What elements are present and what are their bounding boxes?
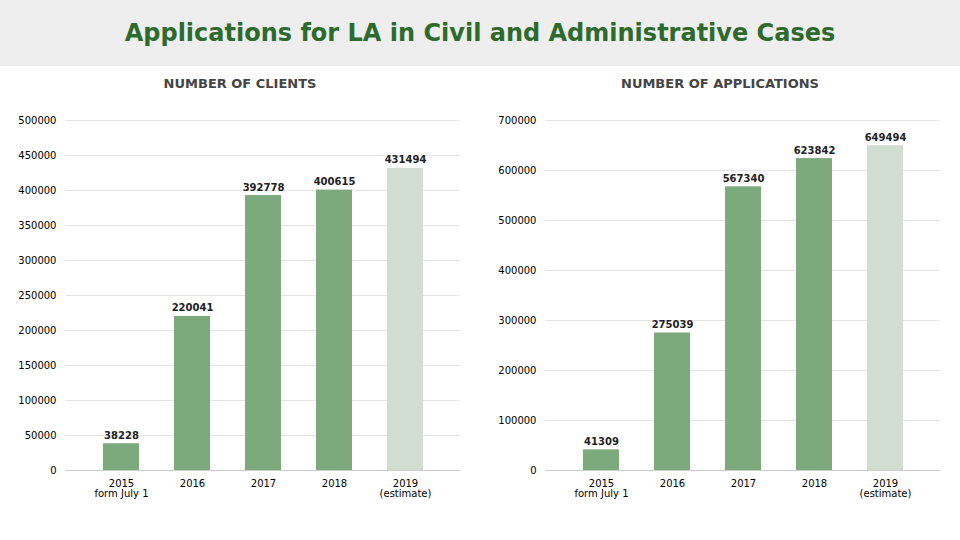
svg-text:350000: 350000 [18,220,56,231]
svg-text:600000: 600000 [498,165,536,176]
svg-text:100000: 100000 [18,395,56,406]
svg-text:220041: 220041 [172,302,214,313]
html-text:Applications for LA in Civil a: Applications for LA in Civil and Adminis… [124,19,836,47]
svg-text:2016: 2016 [180,478,205,489]
html-text:NUMBER OF CLIENTS: NUMBER OF CLIENTS [163,76,317,91]
svg-text:38228: 38228 [104,430,139,441]
svg-text:100000: 100000 [498,415,536,426]
svg-text:150000: 150000 [18,360,56,371]
svg-text:450000: 450000 [18,150,56,161]
svg-text:300000: 300000 [498,315,536,326]
svg-text:400000: 400000 [18,185,56,196]
svg-text:0: 0 [530,465,536,476]
svg-text:2019(estimate): 2019(estimate) [380,478,432,499]
svg-text:2015form July 1: 2015form July 1 [94,478,148,499]
svg-text:2018: 2018 [802,478,827,489]
svg-text:0: 0 [50,465,56,476]
svg-text:50000: 50000 [25,430,57,441]
svg-text:400000: 400000 [498,265,536,276]
svg-text:2018: 2018 [322,478,347,489]
svg-text:2019(estimate): 2019(estimate) [860,478,912,499]
svg-text:431494: 431494 [385,154,427,165]
svg-text:623842: 623842 [794,145,836,156]
svg-text:200000: 200000 [498,365,536,376]
svg-text:500000: 500000 [498,215,536,226]
html-text:NUMBER OF APPLICATIONS: NUMBER OF APPLICATIONS [621,76,819,91]
svg-text:2015form July 1: 2015form July 1 [574,478,628,499]
svg-text:567340: 567340 [723,173,765,184]
svg-text:2016: 2016 [660,478,685,489]
svg-text:500000: 500000 [18,115,56,126]
svg-text:700000: 700000 [498,115,536,126]
svg-text:2017: 2017 [251,478,276,489]
svg-text:200000: 200000 [18,325,56,336]
svg-text:300000: 300000 [18,255,56,266]
svg-text:392778: 392778 [243,182,285,193]
svg-text:250000: 250000 [18,290,56,301]
svg-text:41309: 41309 [584,436,619,447]
svg-text:400615: 400615 [314,176,356,187]
svg-text:2017: 2017 [731,478,756,489]
svg-text:275039: 275039 [652,319,694,330]
svg-text:649494: 649494 [865,132,907,143]
